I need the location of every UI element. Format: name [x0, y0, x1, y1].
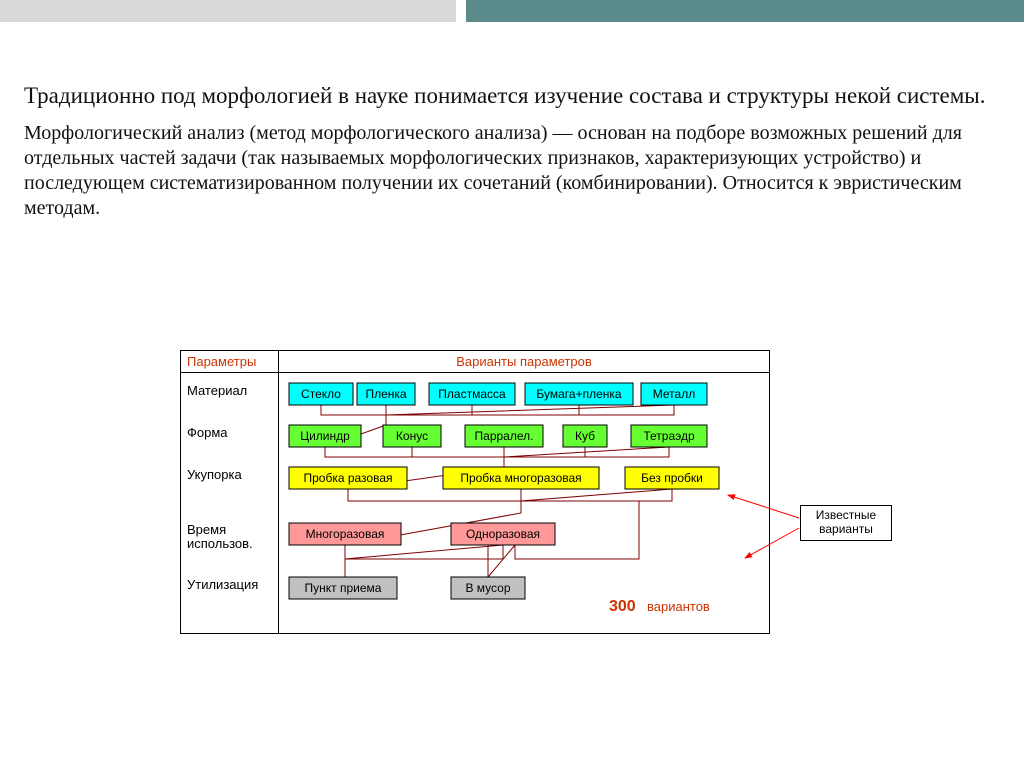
param-label: Утилизация	[187, 557, 272, 592]
param-labels-cell: Материал Форма Укупорка Время использов.…	[181, 373, 279, 634]
variants-cell: Стекло Пленка Пластмасса Бумага+пленка Метал…	[279, 373, 770, 634]
accent-teal	[466, 0, 1024, 22]
accent-gap	[456, 0, 466, 22]
svg-text:Парралел.: Парралел.	[475, 429, 534, 443]
svg-text:Пластмасса: Пластмасса	[438, 387, 506, 401]
paragraph-definition: Морфологический анализ (метод морфологич…	[24, 121, 1000, 221]
svg-text:Цилиндр: Цилиндр	[300, 429, 350, 443]
svg-text:Пробка многоразовая: Пробка многоразовая	[460, 471, 581, 485]
param-label: Форма	[187, 413, 272, 457]
svg-text:Одноразовая: Одноразовая	[466, 527, 540, 541]
svg-text:Многоразовая: Многоразовая	[306, 527, 385, 541]
svg-text:вариантов: вариантов	[647, 599, 710, 614]
svg-text:Куб: Куб	[575, 429, 595, 443]
svg-text:Без пробки: Без пробки	[641, 471, 703, 485]
paragraph-intro: Традиционно под морфологией в науке пони…	[24, 82, 1000, 111]
param-label: Время использов.	[187, 503, 272, 557]
callout-line1: Известные	[816, 508, 876, 522]
svg-text:Металл: Металл	[653, 387, 695, 401]
svg-text:Пробка разовая: Пробка разовая	[303, 471, 392, 485]
svg-text:Конус: Конус	[396, 429, 428, 443]
svg-text:Стекло: Стекло	[301, 387, 341, 401]
svg-text:Тетраэдр: Тетраэдр	[643, 429, 695, 443]
morphological-diagram: Параметры Варианты параметров Материал Ф…	[180, 350, 900, 634]
svg-text:Пленка: Пленка	[365, 387, 406, 401]
svg-text:В мусор: В мусор	[465, 581, 510, 595]
callout-line2: варианты	[819, 522, 873, 536]
svg-text:Бумага+пленка: Бумага+пленка	[536, 387, 622, 401]
param-label: Укупорка	[187, 457, 272, 503]
svg-text:Пункт приема: Пункт приема	[305, 581, 382, 595]
header-parameters: Параметры	[181, 351, 279, 373]
param-label: Материал	[187, 383, 272, 413]
svg-text:300: 300	[609, 598, 636, 615]
morph-table: Параметры Варианты параметров Материал Ф…	[180, 350, 770, 634]
slide-top-accent	[0, 0, 1024, 22]
known-variants-callout: Известные варианты	[800, 505, 892, 541]
chips-svg: Стекло Пленка Пластмасса Бумага+пленка Метал…	[279, 373, 769, 633]
header-variants: Варианты параметров	[279, 351, 770, 373]
accent-gray	[0, 0, 456, 22]
text-content: Традиционно под морфологией в науке пони…	[0, 22, 1024, 221]
